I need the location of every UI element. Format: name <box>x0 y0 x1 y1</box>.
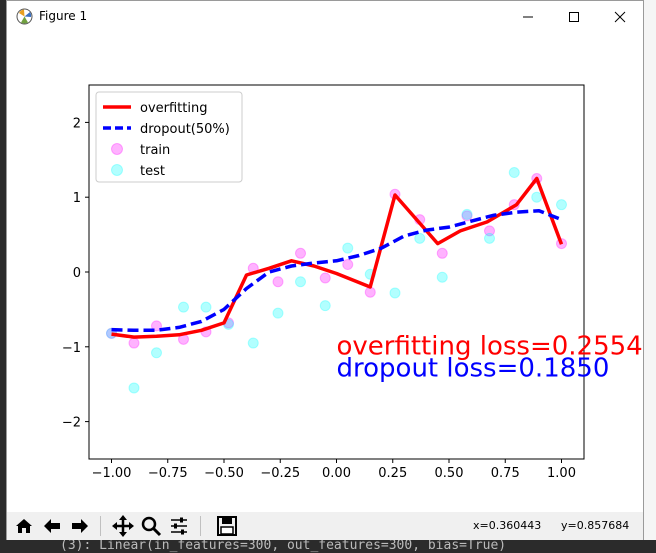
back-button[interactable] <box>40 514 64 538</box>
y-tick-label: 0 <box>73 266 81 281</box>
minimize-icon <box>523 16 533 17</box>
y-tick-label: −2 <box>62 416 81 431</box>
x-tick-label: −0.75 <box>148 466 188 481</box>
x-tick-label: 1.00 <box>547 466 576 481</box>
x-tick-label: −1.00 <box>92 466 132 481</box>
test-point <box>200 301 212 313</box>
test-point <box>178 301 189 313</box>
test-point <box>247 337 259 349</box>
test-point <box>342 242 354 254</box>
dropout-line <box>111 208 563 333</box>
navigation-toolbar: x=0.360443 y=0.857684 <box>7 512 643 540</box>
test-point <box>556 199 567 211</box>
figure-window: Figure 1 −1.00 −0.75 −0.50 −0.25 0.00 0.25 0.5… <box>6 0 644 540</box>
coord-y-readout: y=0.857684 <box>561 519 630 532</box>
train-point <box>128 337 140 349</box>
train-point <box>461 210 473 222</box>
test-point <box>389 287 401 299</box>
train-point <box>436 247 448 259</box>
chart: −1.00 −0.75 −0.50 −0.25 0.00 0.25 0.50 0.75 1.00… <box>62 84 643 481</box>
dropout-loss-label: dropout loss=0.1850 <box>337 354 610 384</box>
title-bar[interactable]: Figure 1 <box>7 1 643 32</box>
maximize-icon <box>569 11 579 22</box>
toolbar-separator <box>200 516 201 536</box>
train-point <box>151 320 162 332</box>
x-tick-label: −0.25 <box>260 466 300 481</box>
x-tick-label: −0.50 <box>204 466 244 481</box>
train-point <box>295 247 306 259</box>
test-point <box>295 276 306 288</box>
legend-label: train <box>140 143 170 158</box>
test-point <box>414 232 426 244</box>
test-point <box>436 271 448 283</box>
zoom-icon <box>141 516 162 537</box>
test-point <box>128 382 140 394</box>
legend-box <box>95 91 243 183</box>
home-icon <box>16 519 32 533</box>
test-point <box>508 167 520 179</box>
home-button[interactable] <box>12 514 36 538</box>
maximize-button[interactable] <box>551 1 597 32</box>
legend-test-swatch <box>111 164 123 176</box>
pan-button[interactable] <box>111 514 135 538</box>
toolbar-separator <box>100 516 101 536</box>
legend-train-swatch <box>111 143 123 155</box>
close-icon <box>614 11 626 22</box>
pan-icon <box>112 515 134 537</box>
forward-icon <box>72 519 88 533</box>
figure-canvas[interactable]: −1.00 −0.75 −0.50 −0.25 0.00 0.25 0.50 0.75 1.00… <box>7 32 643 512</box>
close-button[interactable] <box>597 1 643 32</box>
back-icon <box>44 519 60 533</box>
save-button[interactable] <box>215 514 239 538</box>
plot-area <box>106 167 567 394</box>
test-point <box>272 307 284 319</box>
axes-frame <box>88 84 585 460</box>
overfitting-line <box>111 176 564 339</box>
x-tick-label: 0.75 <box>491 466 520 481</box>
test-point <box>461 208 473 220</box>
zoom-button[interactable] <box>139 514 163 538</box>
test-point <box>319 300 331 312</box>
train-point <box>342 259 354 271</box>
coord-x-readout: x=0.360443 <box>473 519 542 532</box>
app-icon <box>16 8 33 25</box>
test-point <box>531 191 543 203</box>
minimize-button[interactable] <box>505 1 551 32</box>
train-point <box>484 225 495 237</box>
window-title: Figure 1 <box>39 9 88 23</box>
legend-label: test <box>140 164 165 179</box>
x-tick-label: 0.50 <box>435 466 464 481</box>
x-tick-label: 0.00 <box>322 466 351 481</box>
legend-label: overfitting <box>140 101 207 116</box>
train-point <box>319 272 331 284</box>
train-point <box>272 276 284 288</box>
configure-button[interactable] <box>167 514 191 538</box>
y-tick-label: 1 <box>73 191 81 206</box>
forward-button[interactable] <box>68 514 92 538</box>
background-window-edge <box>644 0 656 553</box>
test-point <box>151 347 162 359</box>
save-icon <box>217 516 237 536</box>
y-tick-label: 2 <box>73 116 81 131</box>
test-point <box>484 232 495 244</box>
legend-label: dropout(50%) <box>140 122 230 137</box>
y-tick-label: −1 <box>62 341 81 356</box>
configure-icon <box>171 517 187 535</box>
console-background <box>0 540 656 553</box>
console-line: (3): Linear(in_features=300, out_feature… <box>60 538 507 553</box>
x-tick-label: 0.25 <box>378 466 407 481</box>
overfitting-loss-label: overfitting loss=0.2554 <box>337 331 643 361</box>
